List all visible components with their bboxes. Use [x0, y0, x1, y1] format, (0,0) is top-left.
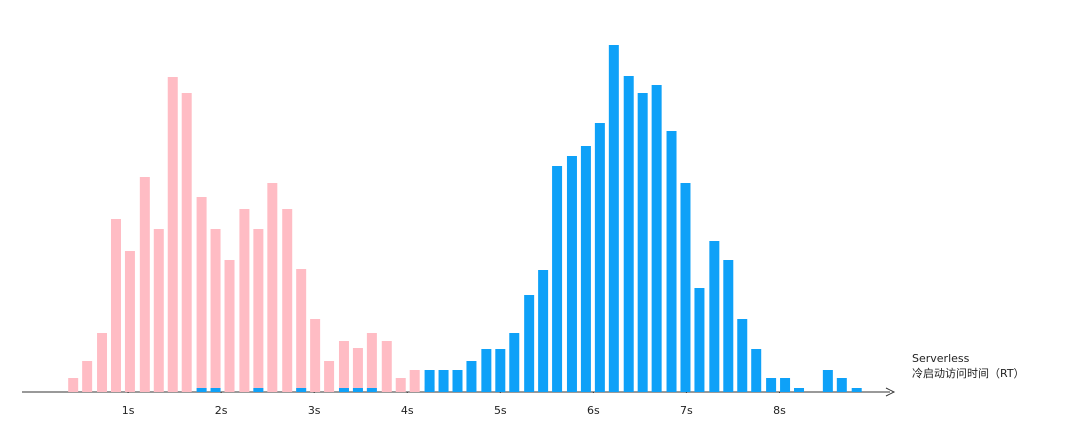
bar — [666, 131, 677, 392]
bar — [723, 260, 734, 392]
bar — [253, 388, 264, 392]
bar — [181, 93, 192, 392]
bar — [751, 349, 762, 392]
bar — [452, 370, 463, 392]
bar — [836, 378, 847, 392]
bar — [338, 388, 349, 392]
x-tick-label: 8s — [773, 404, 786, 417]
bar — [210, 229, 221, 392]
x-tick-label: 3s — [308, 404, 321, 417]
bar — [381, 341, 392, 392]
bar — [267, 183, 278, 392]
bar — [239, 209, 250, 392]
bar — [780, 378, 791, 392]
x-tick-label: 4s — [401, 404, 414, 417]
bar — [366, 388, 377, 392]
bar — [637, 93, 648, 392]
x-tick-label: 5s — [494, 404, 507, 417]
x-tick-label: 6s — [587, 404, 600, 417]
bar — [680, 183, 691, 392]
bar — [495, 349, 506, 392]
x-tick-label: 1s — [122, 404, 135, 417]
bar — [395, 378, 406, 392]
bar — [366, 333, 377, 392]
x-label: 冷启动访问时间（RT） — [912, 367, 1025, 380]
bar — [481, 349, 492, 392]
bar — [352, 388, 363, 392]
bar — [253, 229, 264, 392]
bar — [68, 378, 79, 392]
bar — [737, 319, 748, 392]
bar — [580, 146, 591, 392]
bar — [822, 370, 833, 392]
bar — [438, 370, 449, 392]
bar — [352, 348, 363, 392]
bar — [210, 388, 221, 392]
bar — [608, 45, 619, 392]
bar — [851, 388, 862, 392]
bar — [623, 76, 634, 392]
bar — [694, 288, 705, 392]
bar — [153, 229, 164, 392]
bar — [124, 251, 135, 392]
bar — [196, 388, 207, 392]
bar — [651, 85, 662, 392]
bar — [594, 123, 605, 392]
bar — [524, 295, 535, 392]
bar — [466, 361, 477, 392]
bar — [296, 388, 307, 392]
bar — [338, 341, 349, 392]
bar — [196, 197, 207, 392]
bar — [709, 241, 720, 392]
x-label: Serverless — [912, 352, 970, 365]
x-tick-label: 2s — [215, 404, 228, 417]
bar — [167, 77, 178, 392]
bar — [566, 156, 577, 392]
axis-arrow — [885, 387, 896, 397]
x-tick-label: 7s — [680, 404, 693, 417]
bar — [324, 361, 335, 392]
bar — [282, 209, 293, 392]
bar — [296, 269, 307, 392]
bar — [794, 388, 805, 392]
bar — [224, 260, 235, 392]
bar — [509, 333, 520, 392]
bar — [538, 270, 549, 392]
bar — [310, 319, 321, 392]
bar — [110, 219, 121, 392]
bar — [552, 166, 563, 392]
bar — [139, 177, 150, 392]
bar — [409, 370, 420, 392]
bar — [424, 370, 435, 392]
bar — [766, 378, 777, 392]
bar — [82, 361, 93, 392]
bar — [97, 333, 108, 392]
